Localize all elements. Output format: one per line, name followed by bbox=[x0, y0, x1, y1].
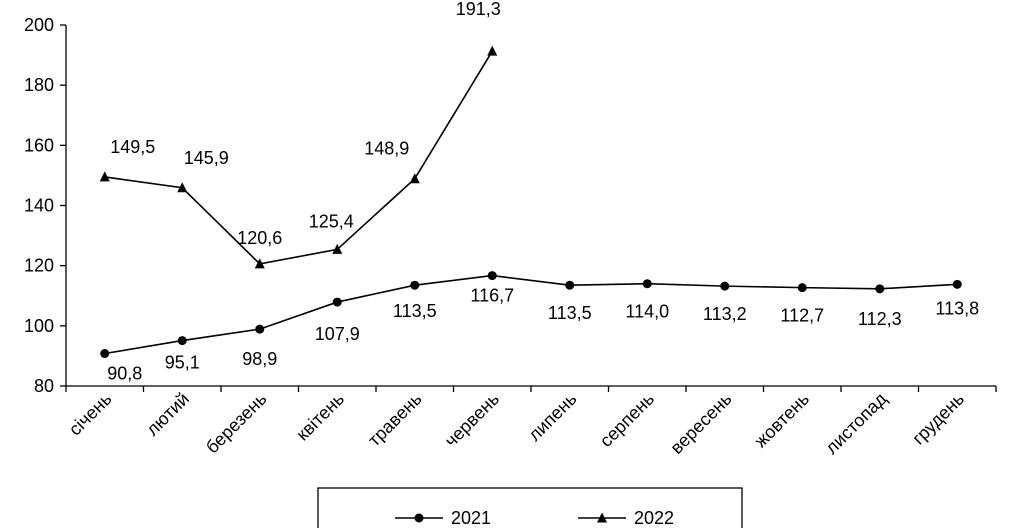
point-2022-4 bbox=[409, 173, 420, 184]
labels-layer: 90,8 95,1 98,9 107,9 113,5 116,7 113,5 114,0 113… bbox=[107, 0, 979, 384]
x-tick-label: липень bbox=[524, 389, 580, 445]
point-2021-3 bbox=[332, 297, 342, 307]
x-tick-label: грудень bbox=[908, 389, 968, 449]
point-2022-5 bbox=[487, 45, 498, 56]
data-label-2021-0: 90,8 bbox=[107, 364, 142, 384]
series-line-2022 bbox=[104, 50, 493, 265]
data-label-2021-10: 112,3 bbox=[858, 309, 902, 329]
y-tick-label: 200 bbox=[24, 15, 54, 35]
data-label-2021-11: 113,8 bbox=[935, 298, 979, 318]
x-tick-label: квітень bbox=[292, 389, 348, 445]
point-2021-11 bbox=[952, 279, 962, 289]
y-tick-label: 180 bbox=[24, 75, 54, 95]
point-2021-4 bbox=[410, 280, 420, 290]
point-2022-0 bbox=[99, 171, 110, 182]
series-layer bbox=[99, 45, 962, 359]
legend: 2021 2022 bbox=[317, 487, 743, 528]
point-2021-5 bbox=[487, 271, 497, 281]
data-label-2022-4: 148,9 bbox=[364, 139, 409, 159]
y-tick-label: 160 bbox=[24, 135, 54, 155]
point-2021-1 bbox=[177, 336, 187, 346]
data-label-2022-3: 125,4 bbox=[309, 211, 354, 231]
point-2021-10 bbox=[875, 284, 885, 294]
data-label-2021-5: 116,7 bbox=[470, 286, 514, 306]
x-tick-label: вересень bbox=[666, 389, 735, 458]
data-label-2021-3: 107,9 bbox=[315, 324, 360, 344]
point-2021-8 bbox=[720, 281, 730, 291]
legend-marker-2021 bbox=[414, 513, 424, 523]
point-2021-9 bbox=[797, 283, 807, 293]
data-label-2021-4: 113,5 bbox=[393, 301, 437, 321]
legend-box bbox=[317, 487, 743, 528]
point-2021-7 bbox=[642, 279, 652, 289]
point-2021-0 bbox=[100, 349, 110, 359]
y-tick-label: 100 bbox=[24, 316, 54, 336]
axes-layer: 80 100 120 140 160 180 200 січень лютий березень к… bbox=[24, 15, 997, 458]
data-label-2021-1: 95,1 bbox=[165, 353, 200, 373]
point-2022-1 bbox=[177, 182, 188, 193]
x-tick-label: червень bbox=[441, 389, 503, 451]
x-tick-label: січень bbox=[65, 389, 116, 440]
x-tick-label: серпень bbox=[596, 389, 658, 451]
legend-label-2022: 2022 bbox=[634, 508, 674, 528]
x-tick-label: травень bbox=[364, 389, 425, 450]
legend-label-2021: 2021 bbox=[451, 508, 491, 528]
data-label-2021-7: 114,0 bbox=[625, 302, 669, 322]
data-label-2022-2: 120,6 bbox=[237, 228, 282, 248]
series-line-2021 bbox=[104, 274, 958, 355]
y-tick-label: 80 bbox=[34, 376, 54, 396]
data-label-2022-5: 191,3 bbox=[456, 0, 501, 19]
point-2022-3 bbox=[332, 243, 343, 254]
legend-marker-2022 bbox=[597, 512, 607, 523]
y-tick-label: 140 bbox=[24, 196, 54, 216]
point-2022-2 bbox=[254, 258, 265, 269]
point-2021-6 bbox=[565, 280, 575, 290]
x-tick-label: березень bbox=[202, 389, 271, 458]
data-label-2021-6: 113,5 bbox=[548, 303, 592, 323]
data-label-2021-2: 98,9 bbox=[242, 349, 277, 369]
data-label-2022-1: 145,9 bbox=[184, 148, 229, 168]
x-tick-label: лютий bbox=[142, 389, 193, 440]
y-tick-label: 120 bbox=[24, 256, 54, 276]
x-tick-label: жовтень bbox=[750, 389, 813, 452]
point-2021-2 bbox=[255, 324, 265, 334]
data-label-2022-0: 149,5 bbox=[110, 137, 155, 157]
data-label-2021-8: 113,2 bbox=[703, 304, 747, 324]
x-tick-label: листопад bbox=[821, 388, 891, 458]
data-label-2021-9: 112,7 bbox=[780, 306, 824, 326]
